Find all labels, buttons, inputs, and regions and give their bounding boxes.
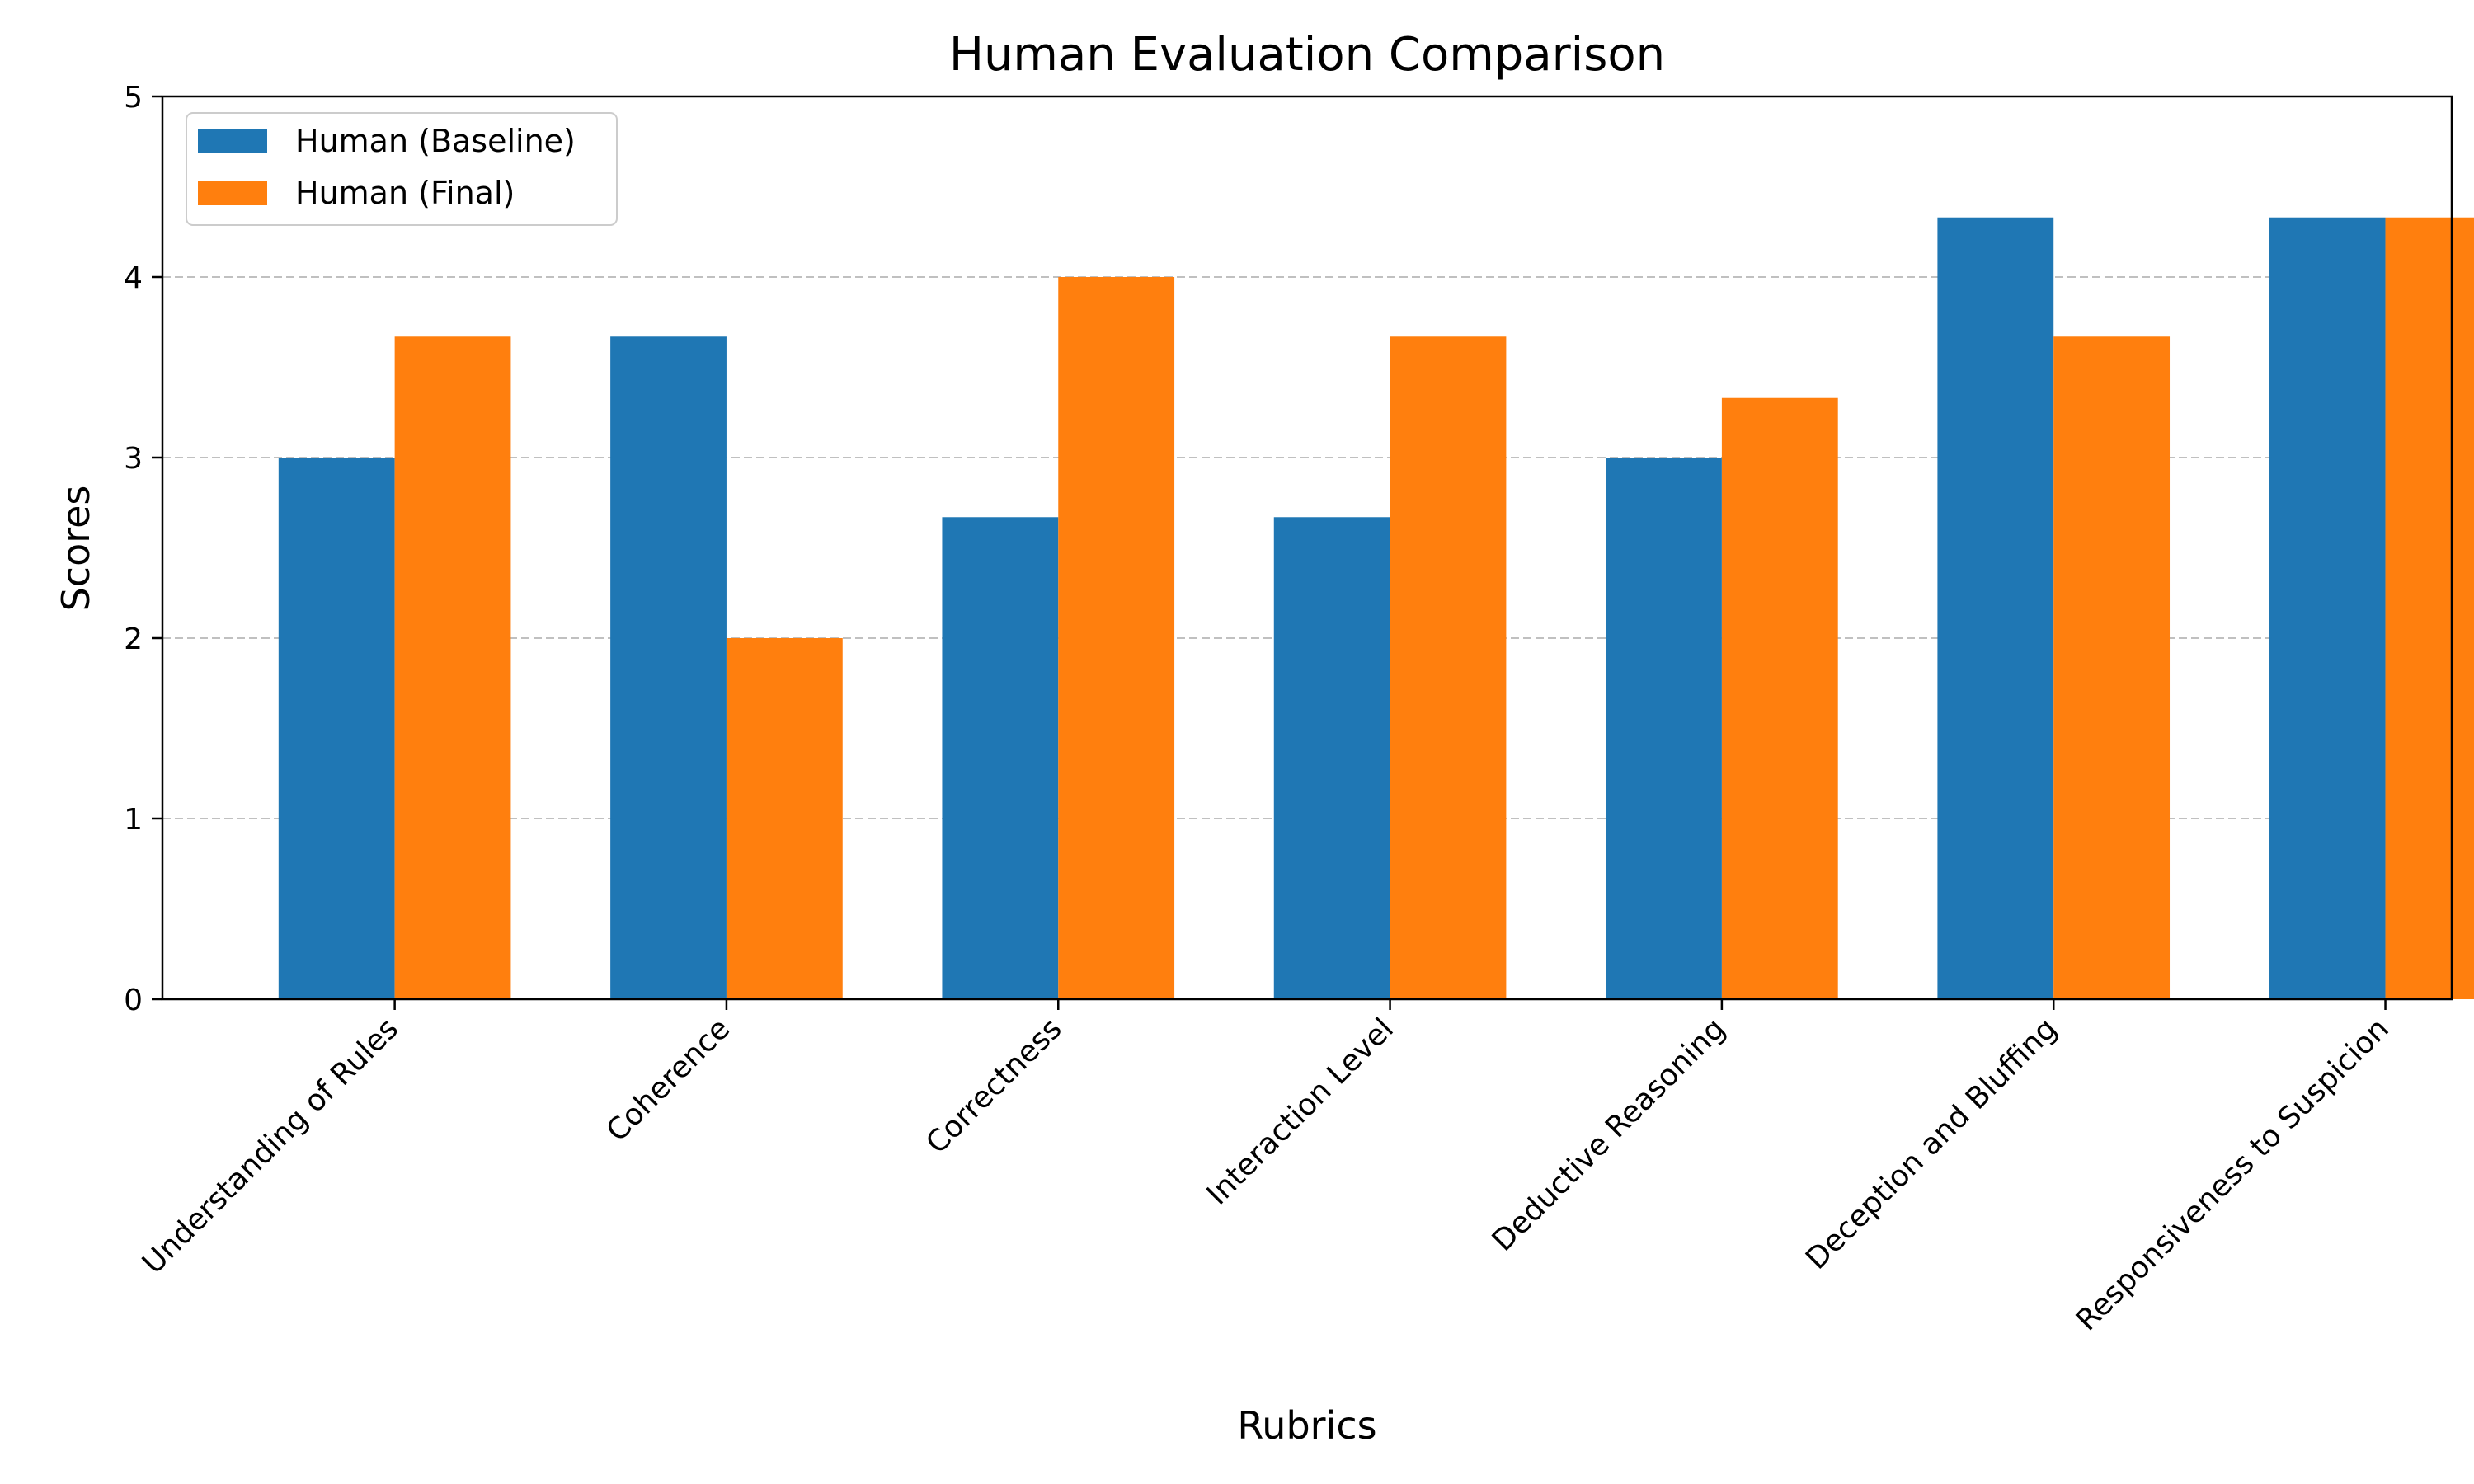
legend-swatch-baseline bbox=[198, 129, 267, 153]
y-tick-label: 5 bbox=[124, 81, 143, 115]
x-tick-label: Correctness bbox=[920, 1012, 1068, 1160]
bar-baseline bbox=[610, 336, 727, 999]
legend-box bbox=[186, 112, 618, 226]
bar-baseline bbox=[2269, 217, 2386, 1000]
bar-final bbox=[726, 638, 843, 999]
bar-baseline bbox=[278, 458, 395, 999]
y-tick-label: 1 bbox=[124, 803, 143, 837]
plot-frame bbox=[161, 95, 2453, 1001]
y-axis-title: Scores bbox=[54, 486, 98, 612]
bar-baseline bbox=[1937, 217, 2054, 1000]
bar-final bbox=[1390, 336, 1507, 999]
x-tick-label: Coherence bbox=[600, 1012, 736, 1148]
x-tick-label: Deductive Reasoning bbox=[1486, 1012, 1733, 1258]
x-tick-label: Responsiveness to Suspicion bbox=[2070, 1012, 2396, 1337]
x-tick-label: Deception and Bluffing bbox=[1799, 1012, 2063, 1275]
x-tick-label: Interaction Level bbox=[1201, 1012, 1400, 1211]
legend-label-baseline: Human (Baseline) bbox=[295, 123, 576, 159]
chart-title: Human Evaluation Comparison bbox=[949, 28, 1665, 82]
y-tick-label: 0 bbox=[124, 984, 143, 1017]
legend-swatch-final bbox=[198, 181, 267, 205]
x-axis-title: Rubrics bbox=[1237, 1403, 1376, 1448]
legend-label-final: Human (Final) bbox=[295, 175, 515, 211]
legend: Human (Baseline) Human (Final) bbox=[186, 112, 618, 226]
bar-final bbox=[1721, 397, 1838, 1000]
bars bbox=[278, 217, 2474, 1000]
y-axis-ticks: 0 1 2 3 4 5 bbox=[124, 81, 162, 1017]
y-tick-label: 4 bbox=[124, 261, 143, 295]
bar-baseline bbox=[1606, 458, 1722, 999]
bar-final bbox=[2385, 217, 2474, 1000]
x-tick-label: Understanding of Rules bbox=[136, 1012, 405, 1280]
y-tick-label: 3 bbox=[124, 442, 143, 476]
y-tick-label: 2 bbox=[124, 622, 143, 656]
bar-final bbox=[394, 336, 511, 999]
bar-baseline bbox=[942, 517, 1059, 999]
bar-baseline bbox=[1273, 517, 1390, 999]
x-axis-ticks: Understanding of Rules Coherence Correctne… bbox=[136, 999, 2396, 1337]
bar-final bbox=[1058, 277, 1175, 999]
bar-final bbox=[2053, 336, 2171, 999]
